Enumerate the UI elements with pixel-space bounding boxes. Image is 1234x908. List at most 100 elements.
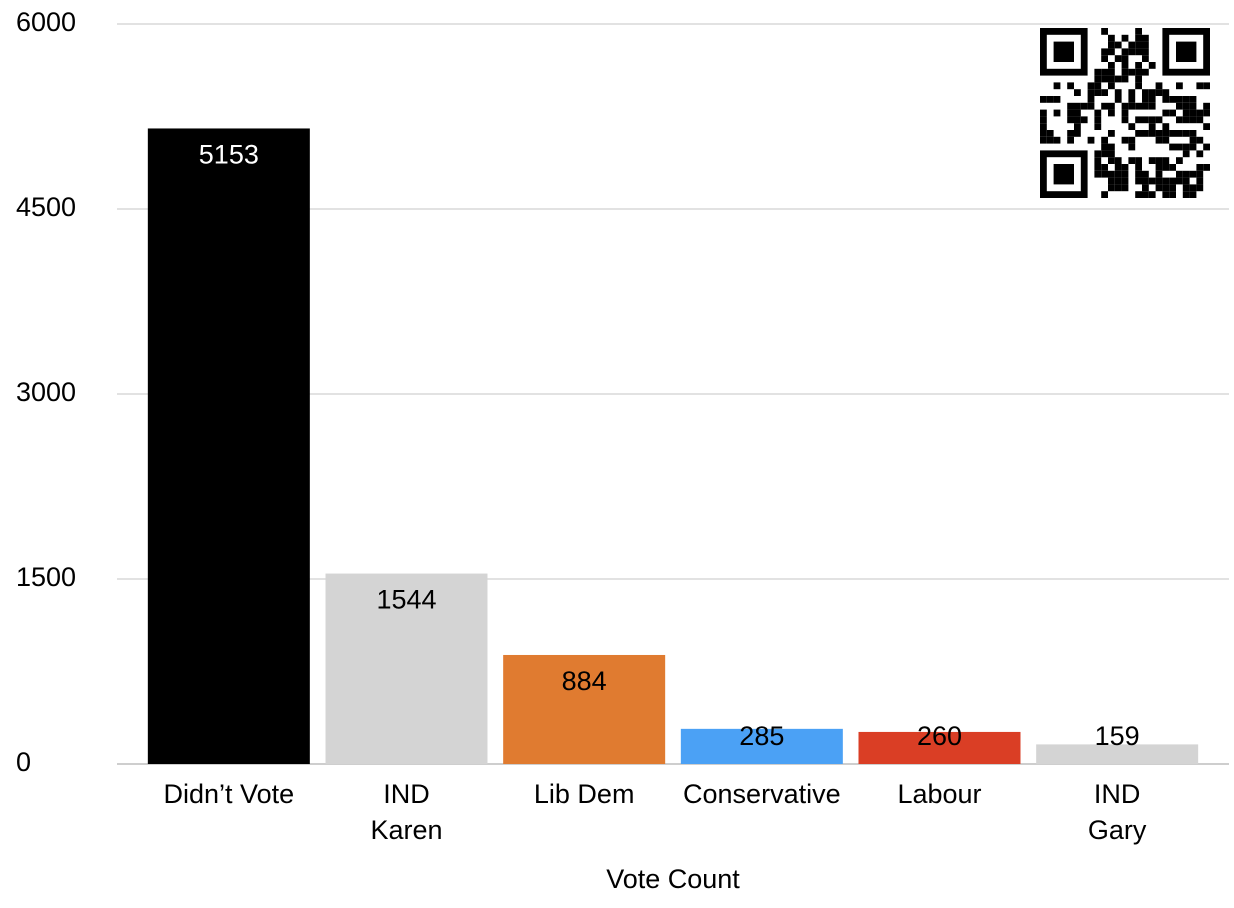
qr-module	[1155, 177, 1163, 185]
qr-module	[1128, 143, 1136, 151]
y-tick-label: 0	[16, 747, 31, 777]
qr-module	[1108, 62, 1115, 69]
qr-module	[1108, 150, 1115, 158]
qr-module	[1169, 191, 1176, 198]
qr-module	[1114, 184, 1122, 192]
qr-module	[1182, 150, 1190, 158]
qr-module	[1162, 177, 1170, 185]
qr-module	[1114, 164, 1122, 171]
qr-module	[1135, 191, 1142, 198]
qr-module	[1108, 75, 1115, 83]
qr-module	[1114, 177, 1122, 185]
qr-module	[1108, 177, 1115, 185]
qr-module	[1155, 164, 1163, 171]
qr-module	[1128, 96, 1136, 103]
qr-module	[1196, 184, 1204, 192]
qr-module	[1142, 89, 1149, 96]
qr-module	[1108, 82, 1115, 90]
qr-module	[1155, 170, 1163, 178]
qr-module	[1128, 123, 1136, 130]
qr-module	[1067, 136, 1074, 144]
qr-module	[1135, 41, 1142, 49]
y-tick-label: 4500	[16, 192, 76, 222]
qr-module	[1135, 177, 1142, 185]
qr-module	[1196, 116, 1204, 124]
qr-module	[1155, 130, 1163, 137]
qr-module	[1114, 75, 1122, 83]
qr-module	[1182, 96, 1190, 103]
qr-module	[1094, 123, 1102, 130]
qr-module	[1196, 136, 1204, 144]
y-tick-label: 3000	[16, 377, 76, 407]
qr-module	[1182, 170, 1190, 178]
qr-module	[1067, 109, 1074, 117]
x-tick-label: Didn’t Vote	[164, 779, 295, 809]
qr-module	[1121, 34, 1129, 42]
qr-module	[1128, 48, 1136, 56]
qr-module	[1135, 82, 1142, 90]
qr-module	[1128, 102, 1136, 110]
qr-module	[1148, 123, 1156, 130]
qr-module	[1074, 89, 1081, 96]
qr-module	[1148, 116, 1156, 124]
qr-module	[1162, 109, 1170, 117]
x-tick-label: Conservative	[683, 779, 841, 809]
qr-module	[1101, 136, 1108, 144]
qr-module	[1142, 170, 1149, 178]
qr-module	[1135, 170, 1142, 178]
qr-module	[1121, 68, 1129, 76]
qr-module	[1148, 130, 1156, 137]
qr-module	[1108, 48, 1115, 56]
qr-module	[1135, 164, 1142, 171]
qr-module	[1142, 102, 1149, 110]
qr-module	[1067, 102, 1074, 110]
qr-module	[1196, 82, 1204, 90]
qr-module	[1087, 82, 1095, 90]
qr-module	[1176, 96, 1183, 103]
qr-module	[1067, 116, 1074, 124]
qr-module	[1074, 116, 1081, 124]
qr-module	[1101, 89, 1108, 96]
bar	[680, 728, 843, 764]
qr-module	[1182, 177, 1190, 185]
qr-module	[1074, 123, 1081, 130]
qr-module	[1142, 130, 1149, 137]
qr-finder	[1053, 164, 1074, 185]
qr-module	[1101, 48, 1108, 56]
qr-module	[1101, 102, 1108, 110]
qr-module	[1148, 177, 1156, 185]
qr-module	[1148, 62, 1156, 69]
qr-module	[1155, 82, 1163, 90]
qr-module	[1142, 184, 1149, 192]
x-tick-label: IND Gary	[1088, 779, 1147, 845]
qr-module	[1094, 150, 1102, 158]
qr-module	[1101, 55, 1108, 62]
qr-module	[1128, 136, 1136, 144]
qr-module	[1155, 116, 1163, 124]
qr-module	[1040, 123, 1047, 130]
qr-module	[1121, 116, 1129, 124]
qr-module	[1040, 116, 1047, 124]
qr-module	[1182, 191, 1190, 198]
qr-module	[1040, 130, 1047, 137]
qr-module	[1169, 184, 1176, 192]
qr-module	[1108, 184, 1115, 192]
qr-module	[1135, 102, 1142, 110]
qr-module	[1108, 102, 1115, 110]
qr-module	[1040, 109, 1047, 117]
qr-module	[1169, 109, 1176, 117]
qr-module	[1196, 170, 1204, 178]
qr-module	[1162, 184, 1170, 192]
qr-module	[1142, 96, 1149, 103]
bar	[1036, 744, 1199, 764]
qr-module	[1155, 136, 1163, 144]
qr-module	[1121, 136, 1129, 144]
qr-module	[1114, 89, 1122, 96]
qr-module	[1114, 96, 1122, 103]
qr-module	[1108, 130, 1115, 137]
y-tick-label: 6000	[16, 7, 76, 37]
qr-module	[1176, 130, 1183, 137]
value-label: 159	[1095, 721, 1140, 751]
qr-module	[1087, 102, 1095, 110]
